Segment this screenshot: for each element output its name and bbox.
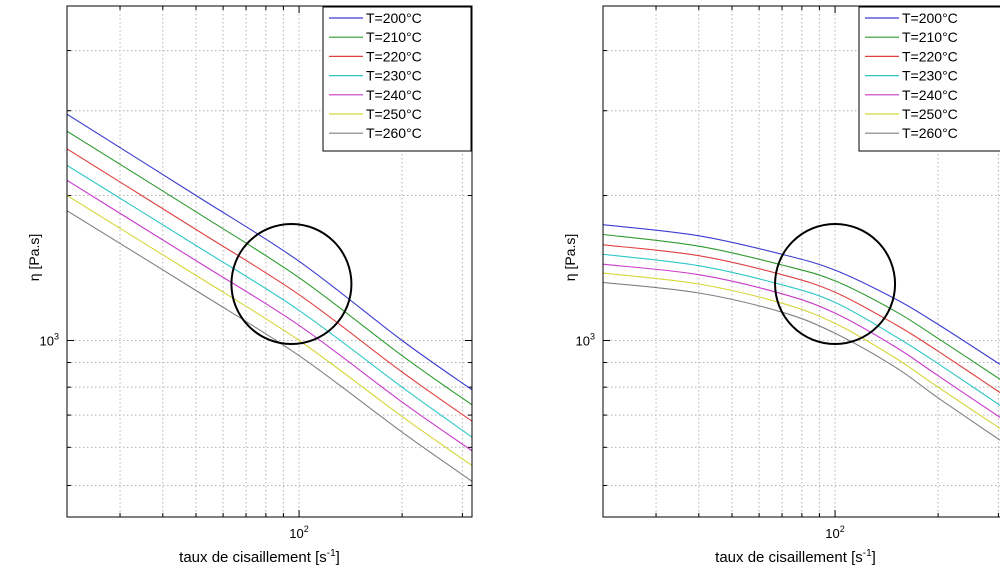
legend-label-5: T=240°C bbox=[902, 87, 958, 103]
legend-label-5: T=240°C bbox=[366, 87, 422, 103]
x-axis-label: taux de cisaillement [s-1] bbox=[715, 548, 876, 566]
y-tick-label-exponent: 3 bbox=[590, 331, 595, 341]
legend-label-2: T=210°C bbox=[902, 29, 958, 45]
y-tick-label-exponent: 3 bbox=[54, 331, 59, 341]
x-tick-label: 102 bbox=[289, 524, 308, 541]
legend-label-1: T=200°C bbox=[366, 10, 422, 26]
x-axis-label-main: taux de cisaillement [s bbox=[179, 549, 327, 566]
legend-label-3: T=220°C bbox=[902, 48, 958, 64]
legend-label-6: T=250°C bbox=[902, 106, 958, 122]
legend-label-1: T=200°C bbox=[902, 10, 958, 26]
x-axis-label-main: taux de cisaillement [s bbox=[715, 549, 863, 566]
legend-label-4: T=230°C bbox=[902, 68, 958, 84]
x-tick-label: 102 bbox=[825, 524, 844, 541]
legend-label-7: T=260°C bbox=[902, 125, 958, 141]
y-axis-label: η [Pa.s] bbox=[562, 234, 578, 281]
x-tick-label-base: 10 bbox=[289, 526, 303, 541]
y-tick-label-base: 10 bbox=[40, 333, 54, 348]
legend-label-3: T=220°C bbox=[366, 48, 422, 64]
x-tick-label-base: 10 bbox=[825, 526, 839, 541]
y-tick-label-base: 10 bbox=[576, 333, 590, 348]
legend-label-7: T=260°C bbox=[366, 125, 422, 141]
x-axis-label-tail: ] bbox=[872, 549, 876, 566]
y-tick-label: 103 bbox=[40, 331, 59, 348]
legend-label-6: T=250°C bbox=[366, 106, 422, 122]
y-tick-label: 103 bbox=[576, 331, 595, 348]
x-axis-label: taux de cisaillement [s-1] bbox=[179, 548, 340, 566]
x-tick-label-exponent: 2 bbox=[840, 524, 845, 534]
legend-label-2: T=210°C bbox=[366, 29, 422, 45]
x-axis-label-tail: ] bbox=[336, 549, 340, 566]
y-axis-label: η [Pa.s] bbox=[26, 234, 42, 281]
legend: T=200°C T=210°C T=220°C T=230°C T=240°C T=250… bbox=[859, 7, 1000, 151]
x-tick-label-exponent: 2 bbox=[304, 524, 309, 534]
legend-label-4: T=230°C bbox=[366, 68, 422, 84]
legend: T=200°C T=210°C T=220°C T=230°C T=240°C T=250… bbox=[323, 7, 471, 151]
